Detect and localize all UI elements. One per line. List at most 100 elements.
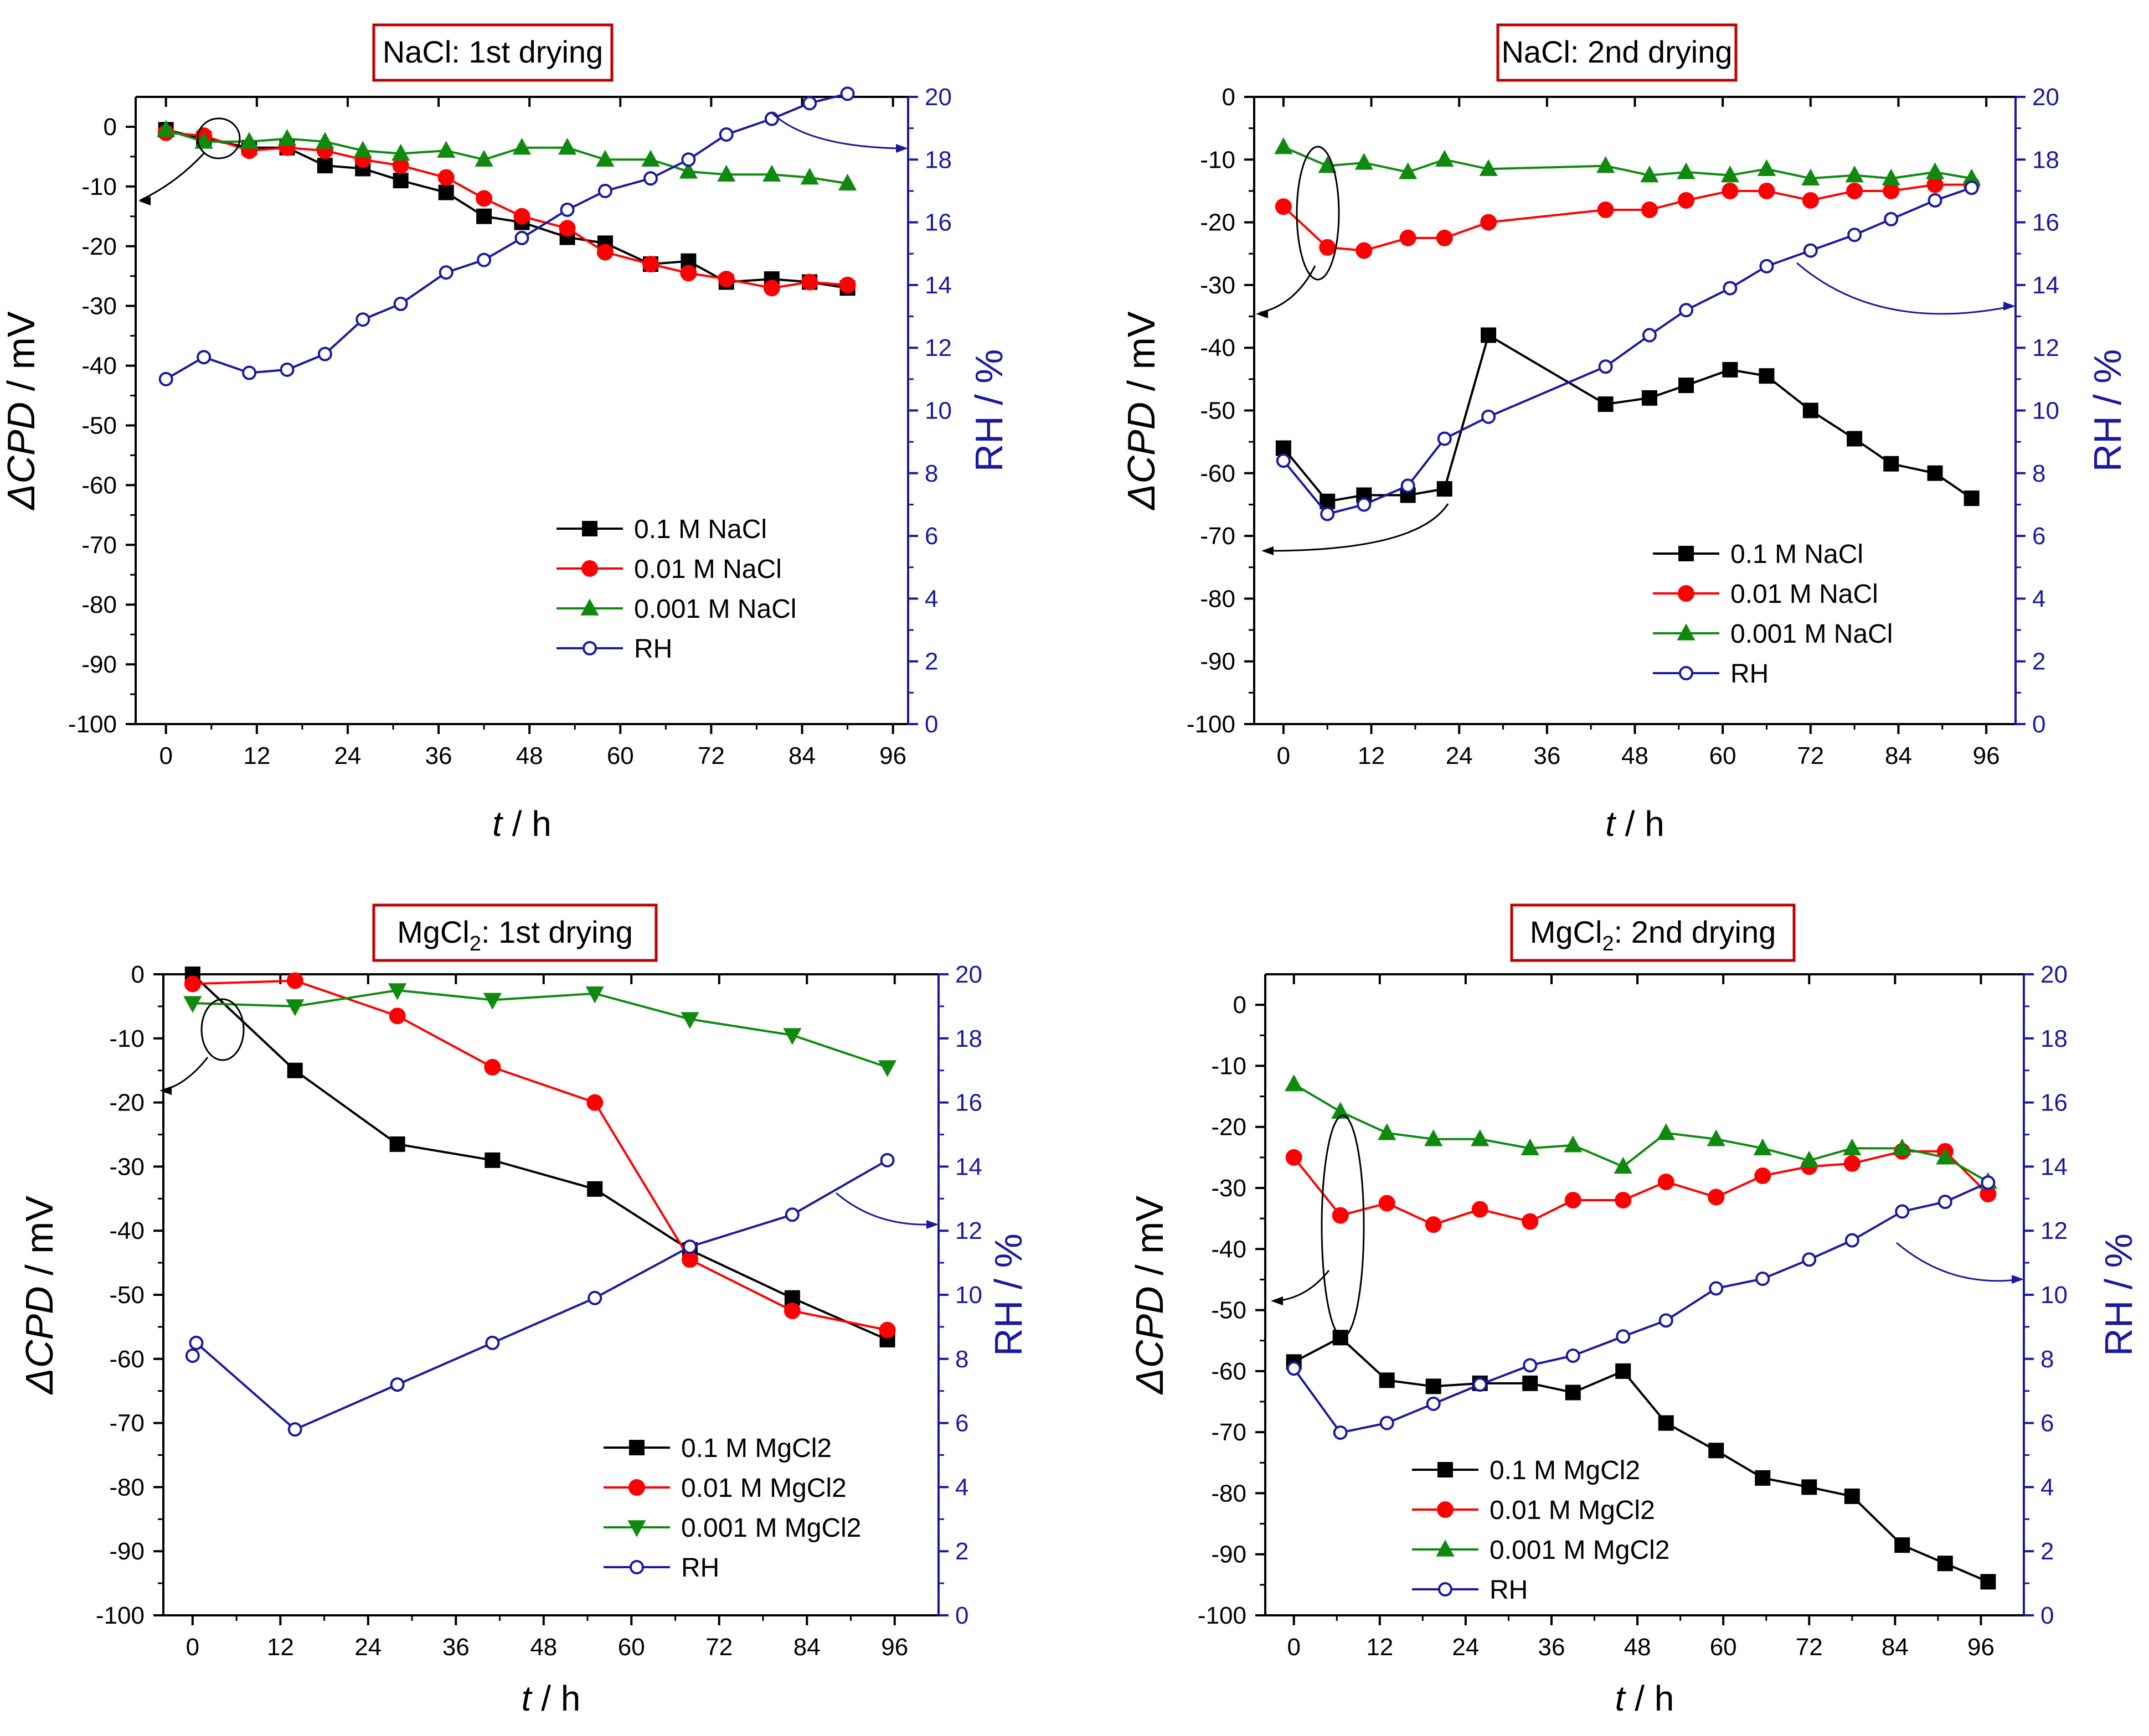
y-tick-label: -70 bbox=[81, 531, 117, 559]
legend-marker-0 bbox=[582, 521, 597, 536]
data-point-2-2 bbox=[1378, 1123, 1396, 1140]
data-point-2-3 bbox=[1399, 162, 1418, 179]
data-point-3-13 bbox=[1895, 1204, 1910, 1219]
y2-tick-label: 12 bbox=[955, 1217, 982, 1244]
data-point-0-6 bbox=[1565, 1384, 1581, 1401]
data-point-0-7 bbox=[438, 184, 454, 200]
annotation-arrowhead bbox=[2003, 302, 2016, 311]
panel-title: NaCl: 1st drying bbox=[383, 34, 603, 69]
y2-tick-label: 14 bbox=[925, 272, 952, 299]
data-point-1-2 bbox=[1378, 1195, 1395, 1212]
y2-tick-label: 10 bbox=[925, 397, 952, 425]
data-point-1-12 bbox=[642, 256, 659, 273]
x-tick-label: 48 bbox=[530, 1634, 557, 1661]
data-point-3-4 bbox=[1437, 431, 1452, 446]
data-point-3-14 bbox=[1928, 193, 1942, 208]
data-point-3-0 bbox=[158, 371, 173, 386]
data-point-2-15 bbox=[762, 164, 781, 182]
x-tick-label: 72 bbox=[698, 742, 725, 769]
x-axis-label-unit: / h bbox=[531, 1678, 580, 1718]
data-point-3-8 bbox=[1658, 1313, 1673, 1328]
data-point-2-11 bbox=[596, 149, 615, 167]
y-tick-label: -80 bbox=[109, 1474, 145, 1501]
y2-tick-label: 20 bbox=[955, 961, 982, 988]
y-axis-label: ΔCPD / mV bbox=[1128, 1196, 1171, 1395]
data-point-2-6 bbox=[1564, 1135, 1583, 1153]
data-point-3-0 bbox=[1286, 1361, 1301, 1376]
data-point-3-9 bbox=[1723, 281, 1738, 296]
y-axis-label-var: CPD bbox=[1128, 1286, 1171, 1368]
legend-marker-2 bbox=[1677, 623, 1696, 640]
data-point-3-12 bbox=[1844, 1233, 1859, 1248]
data-point-1-5 bbox=[681, 1251, 698, 1268]
annotation-arrowhead bbox=[926, 1220, 939, 1229]
legend-marker-3 bbox=[1679, 666, 1693, 680]
y-tick-label: -30 bbox=[81, 293, 117, 320]
data-point-1-13 bbox=[1883, 182, 1900, 199]
data-point-0-12 bbox=[1847, 431, 1863, 447]
y-axis-label-unit: / mV bbox=[1120, 311, 1163, 402]
data-point-1-7 bbox=[1641, 201, 1658, 218]
y2-axis-label: RH / % bbox=[2097, 1233, 2140, 1356]
data-point-1-5 bbox=[1522, 1213, 1539, 1230]
data-point-3-8 bbox=[1679, 303, 1694, 318]
annotation-arrow bbox=[166, 1057, 209, 1091]
data-point-1-8 bbox=[1678, 192, 1695, 209]
y2-tick-label: 16 bbox=[925, 209, 952, 236]
data-point-2-13 bbox=[1882, 168, 1900, 185]
x-tick-label: 24 bbox=[354, 1634, 382, 1661]
data-point-2-1 bbox=[1331, 1102, 1350, 1119]
x-axis-label-unit: / h bbox=[1615, 804, 1664, 844]
data-point-1-7 bbox=[1615, 1192, 1632, 1209]
x-tick-label: 72 bbox=[705, 1634, 733, 1661]
data-point-3-7 bbox=[1642, 328, 1657, 343]
y-tick-label: -30 bbox=[1200, 272, 1235, 299]
data-point-1-1 bbox=[1332, 1207, 1349, 1224]
y-axis-label-var: CPD bbox=[1120, 402, 1163, 484]
data-point-0-5 bbox=[1481, 327, 1497, 343]
data-point-2-8 bbox=[475, 149, 493, 167]
chart-panel-3: 0 12 24 36 48 60 72 84 960-10-20-30-40-50-60-70-… bbox=[1128, 903, 2140, 1718]
y-tick-label: -60 bbox=[109, 1346, 145, 1373]
panel-title-box bbox=[1510, 903, 1796, 962]
data-point-3-3 bbox=[280, 362, 295, 377]
data-point-1-4 bbox=[1471, 1201, 1488, 1218]
data-point-0-13 bbox=[681, 253, 697, 269]
annotation-arrowhead bbox=[896, 144, 908, 153]
legend-marker-2 bbox=[627, 1520, 646, 1537]
data-point-0-13 bbox=[1894, 1537, 1910, 1553]
panel-title-box bbox=[372, 23, 614, 82]
y-tick-label: 0 bbox=[131, 961, 145, 988]
data-point-0-15 bbox=[1980, 1574, 1996, 1590]
annotation-arrowhead bbox=[138, 197, 151, 205]
y-tick-label: -60 bbox=[1200, 460, 1235, 487]
panel-title-rest: : 2nd drying bbox=[1614, 914, 1776, 949]
data-point-2-0 bbox=[157, 120, 176, 137]
legend-marker-1 bbox=[1678, 585, 1694, 602]
data-point-1-4 bbox=[586, 1094, 604, 1111]
series-line-1 bbox=[192, 979, 888, 1331]
y-tick-label: -80 bbox=[1200, 585, 1235, 612]
data-point-1-6 bbox=[1564, 1192, 1581, 1209]
y2-tick-label: 20 bbox=[925, 84, 952, 111]
data-point-3-12 bbox=[1847, 228, 1862, 242]
y-tick-label: -80 bbox=[1211, 1480, 1246, 1507]
legend-marker-3 bbox=[630, 1560, 644, 1574]
legend-label-3: RH bbox=[634, 634, 672, 664]
y-axis-label: ΔCPD / mV bbox=[1120, 311, 1163, 510]
data-point-2-9 bbox=[1707, 1129, 1725, 1146]
data-point-3-16 bbox=[802, 96, 817, 111]
data-point-2-13 bbox=[679, 162, 698, 179]
data-point-0-5 bbox=[1522, 1375, 1538, 1391]
data-point-1-2 bbox=[1356, 242, 1373, 259]
x-tick-label: 96 bbox=[879, 742, 906, 769]
x-tick-label: 12 bbox=[243, 742, 270, 769]
data-point-3-9 bbox=[1709, 1281, 1724, 1296]
series-line-2 bbox=[1293, 1083, 1989, 1183]
data-point-2-9 bbox=[1720, 165, 1740, 183]
data-point-1-9 bbox=[513, 208, 530, 225]
panel-title-box bbox=[1496, 23, 1738, 82]
y-tick-label: -10 bbox=[81, 173, 117, 200]
y-axis-label: ΔCPD / mV bbox=[18, 1196, 61, 1395]
